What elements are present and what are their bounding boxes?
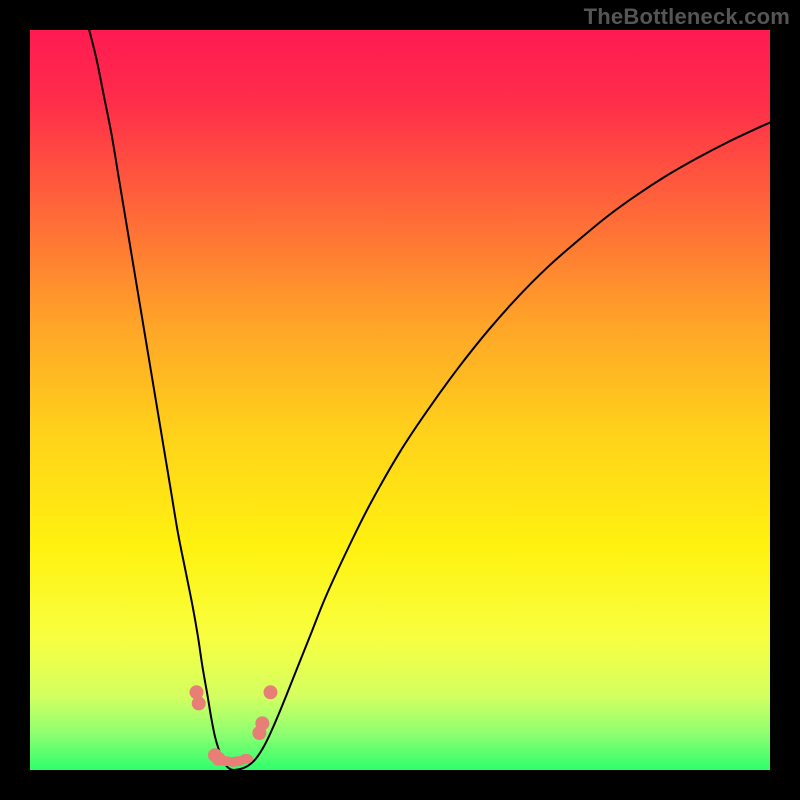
plot-area bbox=[30, 30, 770, 770]
marker-point bbox=[192, 696, 206, 710]
marker-point bbox=[264, 685, 278, 699]
watermark-text: TheBottleneck.com bbox=[584, 4, 790, 30]
marker-point bbox=[239, 754, 253, 764]
plot-svg bbox=[30, 30, 770, 770]
chart-frame: TheBottleneck.com bbox=[0, 0, 800, 800]
marker-point bbox=[255, 716, 269, 730]
gradient-background bbox=[30, 30, 770, 770]
